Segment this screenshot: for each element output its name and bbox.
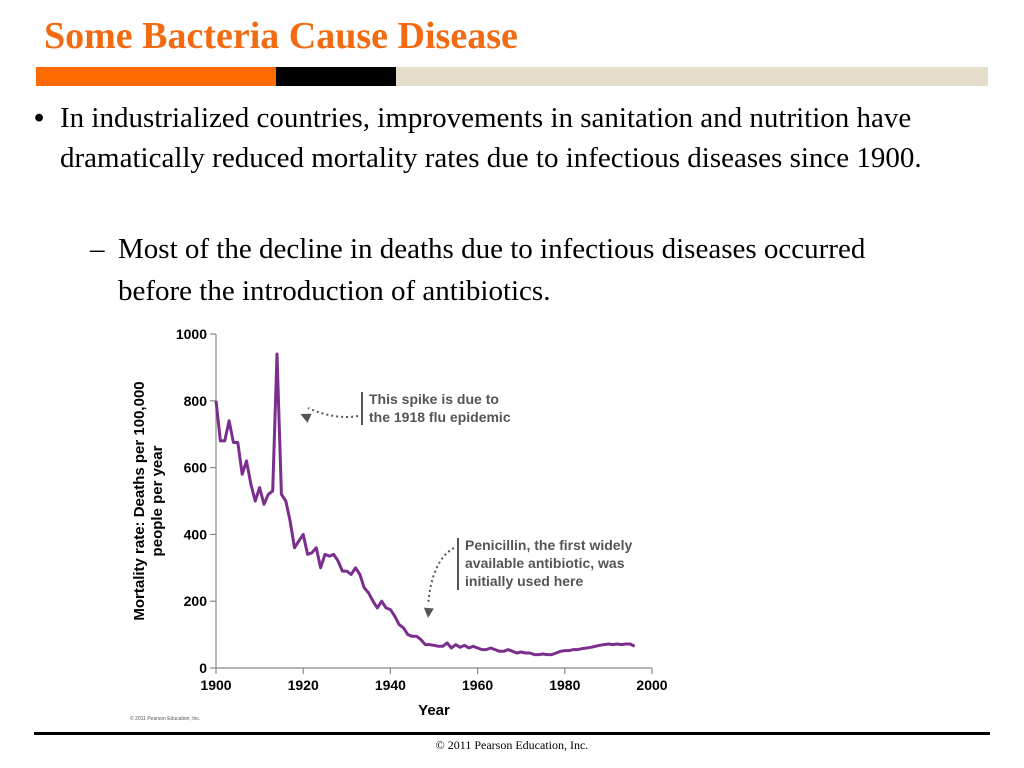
- x-tick-label: 2000: [636, 677, 667, 693]
- x-tick-label: 1920: [288, 677, 319, 693]
- y-tick-label: 400: [184, 526, 208, 542]
- title-underline-beige: [396, 67, 988, 86]
- chart-axes: [215, 334, 652, 669]
- x-tick-label: 1940: [375, 677, 406, 693]
- x-tick-label: 1980: [549, 677, 580, 693]
- bullet-dash-icon: –: [90, 233, 105, 265]
- footer-copyright: © 2011 Pearson Education, Inc.: [435, 738, 589, 752]
- y-tick-label: 0: [199, 660, 207, 676]
- annotation-text-line: initially used here: [465, 573, 583, 589]
- title-underline-orange: [36, 67, 276, 86]
- bullet-level-1: • In industrialized countries, improveme…: [34, 98, 1004, 178]
- annotation-dotted-arrow: [427, 547, 455, 606]
- chart-credit: © 2011 Pearson Education, Inc.: [130, 715, 200, 722]
- x-tick-label: 1960: [462, 677, 493, 693]
- x-tick-label: 1900: [200, 677, 231, 693]
- y-tick-label: 1000: [176, 326, 207, 342]
- y-tick-label: 800: [184, 393, 208, 409]
- annotation-text-line: Penicillin, the first widely: [465, 537, 632, 553]
- series-line: [214, 352, 636, 657]
- slide-title: Some Bacteria Cause Disease: [44, 15, 518, 57]
- annotation-text-line: available antibiotic, was: [465, 555, 625, 571]
- annotation-arrowhead-icon: [300, 413, 312, 423]
- annotation-arrowhead-icon: [423, 607, 434, 618]
- annotation-dotted-arrow: [307, 407, 359, 418]
- bullet-dot-icon: •: [34, 102, 45, 134]
- title-underline-black: [276, 67, 396, 86]
- y-tick-label: 200: [184, 593, 208, 609]
- y-tick-label: 600: [184, 460, 208, 476]
- mortality-line-chart: 0 200 400 600 800 1000 1900 1920 1940 1960 1980 20…: [130, 326, 668, 722]
- x-axis-label: Year: [418, 702, 450, 719]
- annotation-text-line: the 1918 flu epidemic: [369, 409, 511, 425]
- bullet-level-2: – Most of the decline in deaths due to i…: [90, 228, 890, 312]
- annotation-text-line: This spike is due to: [369, 391, 499, 407]
- footer-rule: [34, 732, 990, 735]
- bullet-2-text: Most of the decline in deaths due to inf…: [118, 233, 866, 307]
- y-axis-ticks: 0 200 400 600 800 1000: [176, 326, 216, 676]
- bullet-1-text: In industrialized countries, improvement…: [60, 102, 922, 174]
- y-axis-label: Mortality rate: Deaths per 100,000people…: [131, 381, 166, 620]
- x-axis-ticks: 1900 1920 1940 1960 1980 2000: [200, 668, 668, 693]
- annotation-flu-spike: This spike is due to the 1918 flu epidemi…: [300, 391, 511, 425]
- annotation-penicillin: Penicillin, the first widely available an…: [423, 537, 632, 618]
